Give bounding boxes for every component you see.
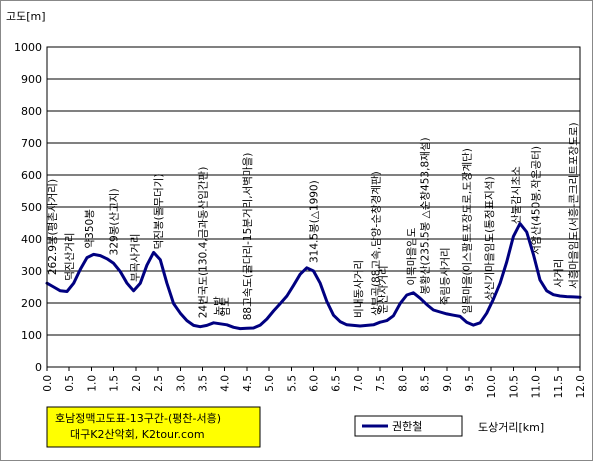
waypoint-label: 부곡사거리 (130, 234, 142, 282)
caption-line-1: 호남정맥고도표-13구간-(평찬-서흥) (55, 411, 221, 425)
y-tick-label: 800 (21, 105, 42, 118)
waypoint-label: 약350봉 (84, 209, 96, 249)
y-tick-label: 0 (35, 361, 42, 374)
waypoint-label: 88고속도(굴다리-15분거리,서벽마을) (242, 153, 254, 321)
x-tick-label: 12.0 (575, 375, 587, 398)
y-tick-label: 500 (21, 201, 42, 214)
caption-box: 호남정맥고도표-13구간-(평찬-서흥) 대구K2산악회, K2tour.com (46, 406, 261, 448)
y-tick-label: 600 (21, 169, 42, 182)
y-tick-label: 1000 (14, 41, 42, 54)
legend-label: 권한철 (392, 420, 422, 433)
x-tick-label: 1.5 (109, 375, 121, 392)
waypoint-label: 임도 (219, 297, 232, 317)
waypoint-label: 262.9봉(평촌사거리) (47, 179, 59, 275)
x-tick-label: 4.5 (242, 375, 254, 392)
x-tick-label: 8.0 (397, 375, 409, 392)
x-tick-label: 11.0 (531, 375, 543, 398)
y-tick-label: 200 (21, 297, 42, 310)
waypoint-annotations: 262.9봉(평촌사거리) 덕진산거리 약350봉 329봉(산고지) 부곡사거리 덕진봉… (47, 122, 580, 320)
x-tick-label: 10.5 (508, 375, 520, 398)
x-tick-label: 2.5 (153, 375, 165, 392)
x-tick-label: 0.5 (64, 375, 76, 392)
x-tick-label: 9.0 (442, 375, 454, 392)
x-tick-label: 8.5 (420, 375, 432, 392)
x-tick-label: 5.0 (264, 375, 276, 392)
waypoint-label: 329봉(산고지) (109, 188, 121, 255)
x-tick-label: 5.5 (286, 375, 298, 392)
x-tick-labels: 0.0 0.5 1.0 1.5 2.0 2.5 3.0 3.5 4.0 4.5 5.0 5.5 6.0 6… (42, 375, 587, 398)
x-axis-title: 도상거리[km] (478, 421, 544, 434)
waypoint-label: 이목마을임도 (405, 227, 418, 285)
waypoint-label: 서암산(450봉,작은공터) (531, 146, 543, 255)
y-tick-labels: 0 100 200 300 400 500 600 700 800 900 1000 (14, 41, 42, 374)
x-tick-label: 7.5 (375, 375, 387, 392)
legend: 권한철 (354, 415, 463, 437)
waypoint-label: 운산사거리 (377, 265, 389, 313)
x-tick-label: 6.5 (331, 375, 343, 392)
caption-background (46, 406, 261, 448)
waypoint-label: 봉황산(235.5봉 △순창453,8재설) (420, 137, 432, 294)
x-tick-label: 2.0 (131, 375, 143, 392)
waypoint-label: 논밭 (213, 296, 225, 316)
waypoint-label: 덕진산거리 (64, 232, 76, 280)
x-tick-label: 6.0 (309, 375, 321, 392)
waypoint-label: 일목마을(이스팔트포장도로,도장계단) (461, 148, 474, 314)
x-tick-label: 3.0 (175, 375, 187, 392)
y-tick-label: 400 (21, 233, 42, 246)
y-tick-label: 900 (21, 73, 42, 86)
x-tick-label: 1.0 (86, 375, 98, 392)
y-tick-label: 700 (21, 137, 42, 150)
y-tick-label: 100 (21, 329, 42, 342)
series-line (45, 222, 582, 331)
waypoint-label: 비내동사거리 (353, 260, 365, 318)
waypoint-label: 314.5봉(△1990) (309, 180, 321, 263)
waypoint-label: 사거리 (553, 259, 565, 288)
series-layer (45, 222, 582, 331)
x-tick-label: 7.0 (353, 375, 365, 392)
waypoint-label: 죽림등사거리 (440, 247, 452, 305)
x-tick-label: 4.0 (220, 375, 232, 392)
waypoint-label: 상부곡(88고속,담양-순창경계판) (370, 171, 383, 316)
y-axis-title: 고도[m] (6, 10, 46, 23)
caption-line-2: 대구K2산악회, K2tour.com (70, 428, 205, 441)
y-tick-label: 300 (21, 265, 42, 278)
x-tick-label: 9.5 (464, 375, 476, 392)
waypoint-label: 상신기마을임도(통정표지석) (483, 176, 496, 300)
plot-area (46, 46, 581, 368)
x-tick-label: 3.5 (197, 375, 209, 392)
waypoint-label: 덕진봉(돌무더기) (153, 174, 165, 250)
waypoint-label: 산불감시초소 (511, 166, 523, 224)
x-tick-label: 0.0 (42, 375, 54, 392)
x-tick-label: 11.5 (553, 375, 565, 398)
legend-box (354, 415, 463, 437)
waypoint-label: 서흥마을임도(서흥-콘크리트포장도로) (567, 122, 580, 289)
x-tick-label: 10.0 (486, 375, 498, 398)
waypoint-label: 24번국도(130.4,금과동산입간판) (196, 167, 209, 319)
